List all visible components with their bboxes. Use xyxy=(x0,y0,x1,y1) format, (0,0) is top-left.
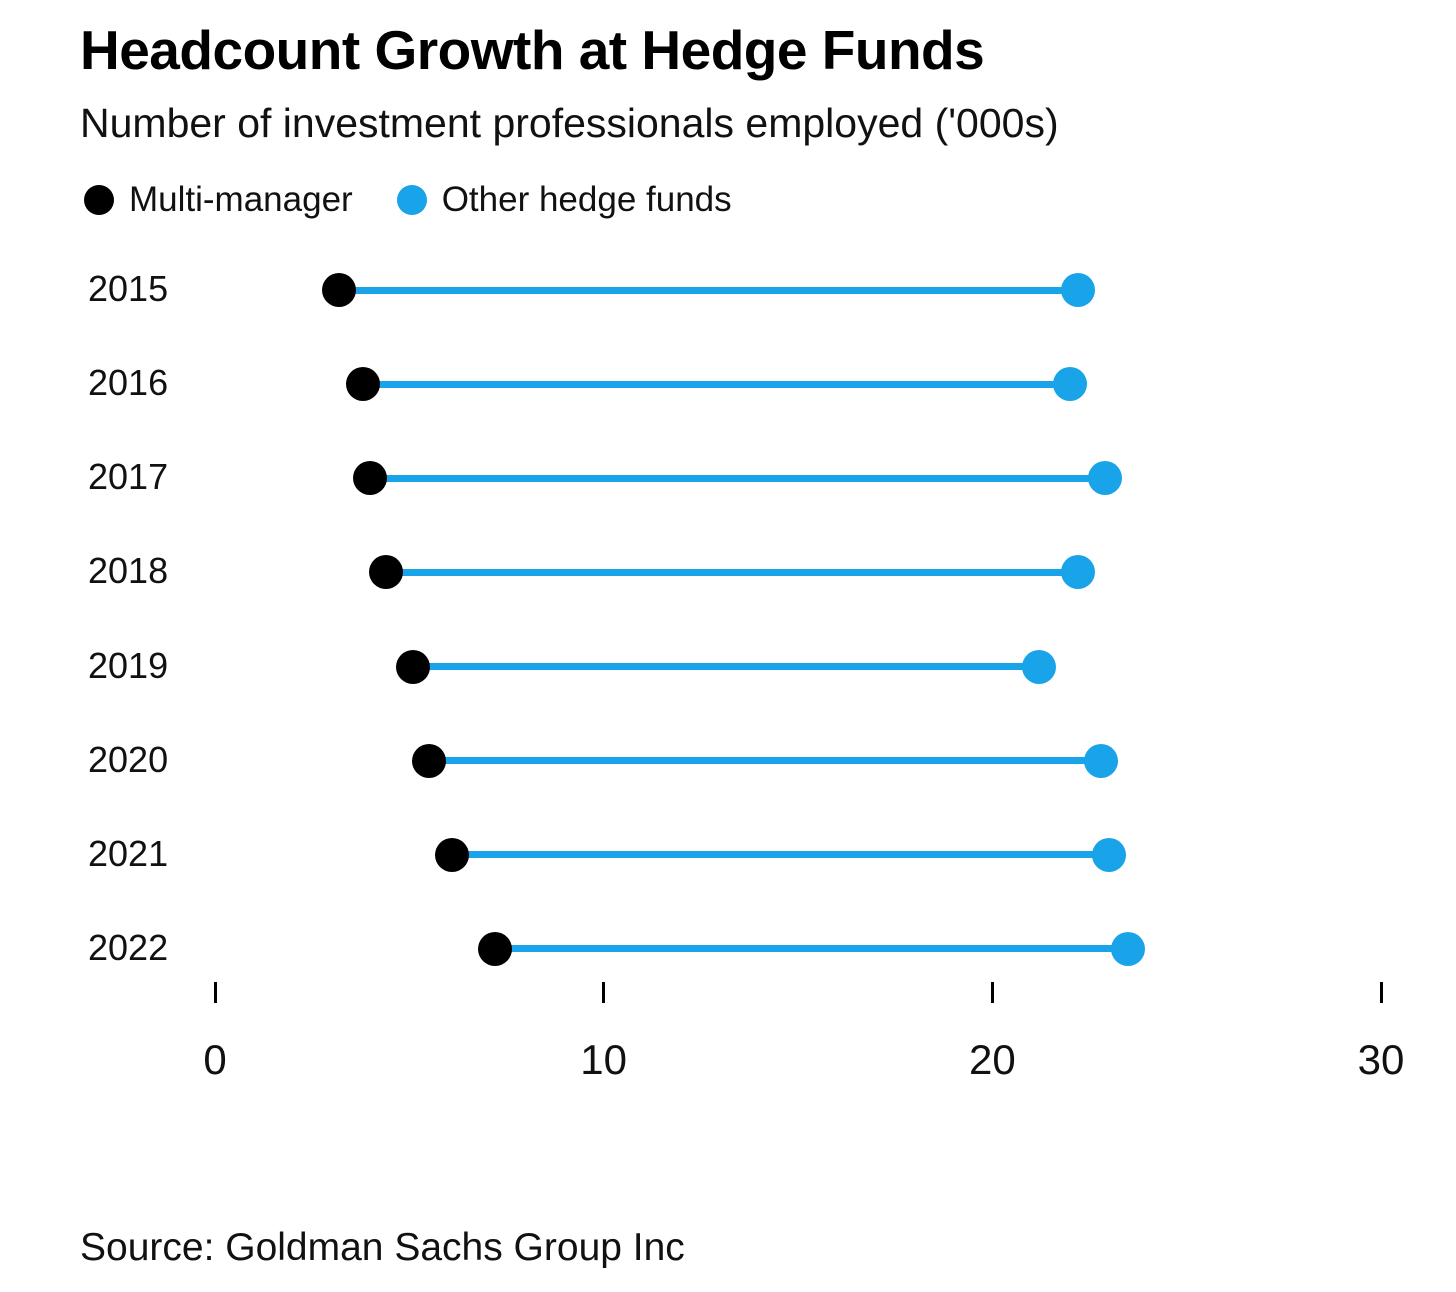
legend-item-multi-manager: Multi-manager xyxy=(84,180,353,220)
multi-manager-dot xyxy=(435,837,470,872)
multi-manager-dot xyxy=(477,931,512,966)
other-hedge-funds-dot xyxy=(1111,931,1146,966)
year-label: 2015 xyxy=(88,268,169,309)
other-hedge-funds-legend-dot-icon xyxy=(396,185,427,215)
year-label: 2020 xyxy=(88,738,169,780)
year-label: 2022 xyxy=(88,926,169,968)
connector-line xyxy=(362,380,1071,388)
chart-subtitle: Number of investment professionals emplo… xyxy=(80,100,1059,146)
other-hedge-funds-dot xyxy=(1091,837,1126,872)
multi-manager-dot xyxy=(396,649,431,684)
multi-manager-legend-dot-icon xyxy=(84,185,114,215)
x-axis-tick xyxy=(990,982,994,1003)
other-hedge-funds-dot xyxy=(1084,743,1119,778)
x-axis-tick-label: 30 xyxy=(1357,1036,1405,1083)
x-axis-tick xyxy=(1379,982,1383,1003)
connector-line xyxy=(428,757,1102,765)
legend: Multi-manager Other hedge funds xyxy=(84,180,732,220)
chart-title: Headcount Growth at Hedge Funds xyxy=(80,19,985,81)
other-hedge-funds-dot xyxy=(1088,461,1123,496)
legend-label-other-hedge-funds: Other hedge funds xyxy=(441,180,732,219)
year-label: 2018 xyxy=(88,550,169,592)
x-axis-tick xyxy=(213,982,217,1003)
multi-manager-dot xyxy=(345,367,380,402)
year-label: 2016 xyxy=(88,362,169,404)
other-hedge-funds-dot xyxy=(1060,555,1095,590)
legend-item-other-hedge-funds: Other hedge funds xyxy=(396,180,732,220)
year-label: 2019 xyxy=(88,644,169,686)
connector-line xyxy=(452,851,1109,859)
year-label: 2017 xyxy=(88,456,169,498)
legend-label-multi-manager: Multi-manager xyxy=(129,180,353,219)
multi-manager-dot xyxy=(411,743,446,778)
connector-line xyxy=(386,568,1078,576)
connector-line xyxy=(339,286,1078,294)
x-axis-tick xyxy=(602,982,606,1003)
source-note: Source: Goldman Sachs Group Inc xyxy=(80,1226,685,1269)
other-hedge-funds-dot xyxy=(1060,273,1095,307)
multi-manager-dot xyxy=(369,555,403,590)
connector-line xyxy=(413,663,1039,671)
multi-manager-dot xyxy=(353,461,388,496)
connector-line xyxy=(494,945,1129,953)
year-label: 2021 xyxy=(88,832,169,874)
x-axis-tick-label: 10 xyxy=(580,1036,628,1083)
x-axis-tick-label: 0 xyxy=(203,1036,227,1083)
multi-manager-dot xyxy=(322,273,357,307)
connector-line xyxy=(370,474,1106,482)
other-hedge-funds-dot xyxy=(1021,649,1056,684)
x-axis-tick-label: 20 xyxy=(968,1036,1016,1083)
other-hedge-funds-dot xyxy=(1053,367,1088,402)
